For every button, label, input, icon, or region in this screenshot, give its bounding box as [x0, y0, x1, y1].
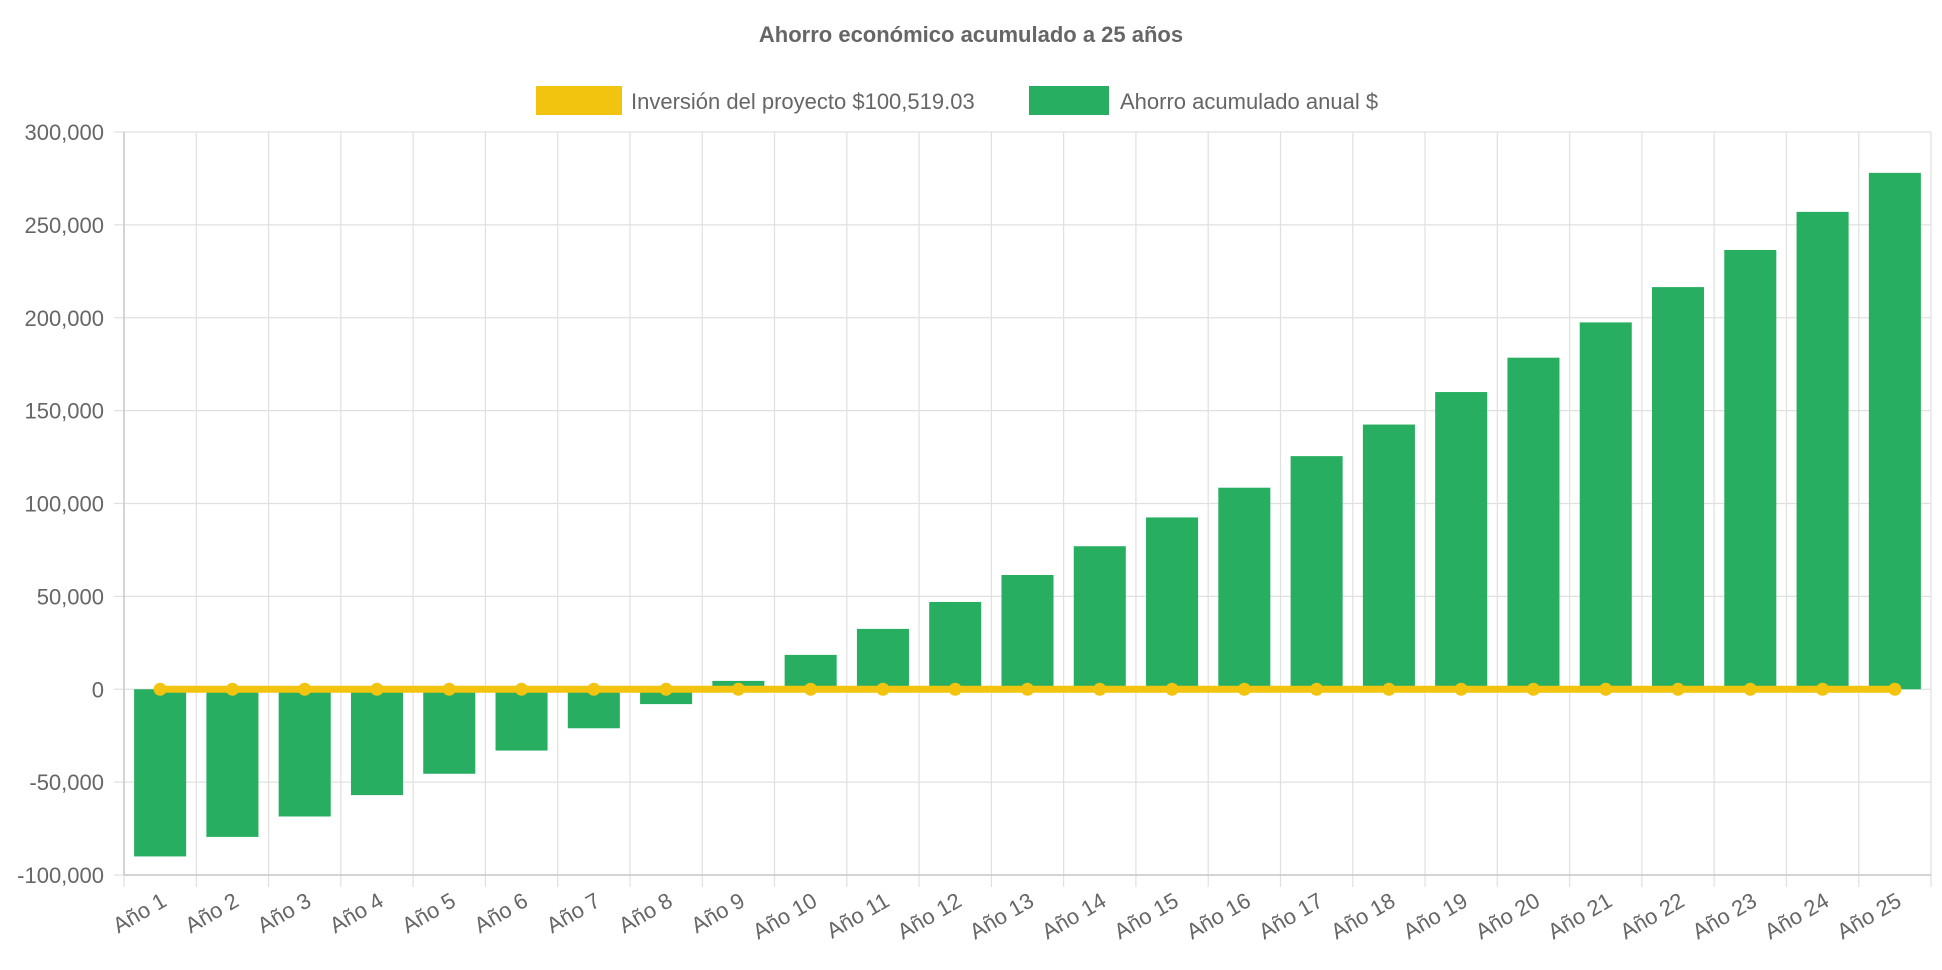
x-tick-label: Año 20 [1471, 888, 1544, 945]
line-point-11[interactable] [876, 682, 890, 696]
legend-label-savings[interactable]: Ahorro acumulado anual $ [1120, 89, 1378, 114]
bar-13[interactable] [1001, 575, 1054, 690]
bar-20[interactable] [1507, 357, 1560, 690]
bar-16[interactable] [1218, 487, 1271, 690]
bar-19[interactable] [1435, 392, 1488, 690]
bar-17[interactable] [1290, 456, 1343, 690]
x-tick-label: Año 18 [1327, 888, 1400, 945]
line-point-23[interactable] [1743, 682, 1757, 696]
x-tick-label: Año 4 [325, 888, 387, 938]
bar-3[interactable] [278, 689, 331, 817]
y-tick-label: 300,000 [24, 120, 104, 145]
x-tick-label: Año 21 [1543, 888, 1616, 945]
x-tick-label: Año 19 [1399, 888, 1472, 945]
x-tick-label: Año 2 [181, 888, 243, 938]
line-point-18[interactable] [1382, 682, 1396, 696]
line-point-14[interactable] [1093, 682, 1107, 696]
y-tick-label: 50,000 [37, 584, 104, 609]
legend-swatch-investment[interactable] [536, 86, 622, 115]
legend: Inversión del proyecto $100,519.03 Ahorr… [536, 86, 1378, 115]
x-tick-label: Año 17 [1254, 888, 1327, 945]
bar-6[interactable] [495, 689, 548, 751]
bar-1[interactable] [134, 689, 187, 857]
y-tick-label: 150,000 [24, 399, 104, 424]
line-point-21[interactable] [1599, 682, 1613, 696]
x-tick-label: Año 22 [1616, 888, 1689, 945]
x-axis: Año 1 Año 2 Año 3 Año 4 Año 5 Año 6 Año 7 Año 8… [108, 874, 1931, 945]
x-tick-label: Año 13 [965, 888, 1038, 945]
line-point-22[interactable] [1671, 682, 1685, 696]
line-point-1[interactable] [153, 682, 167, 696]
line-point-16[interactable] [1237, 682, 1251, 696]
x-tick-label: Año 9 [687, 888, 749, 938]
line-point-17[interactable] [1310, 682, 1324, 696]
x-tick-label: Año 11 [822, 888, 893, 944]
bar-14[interactable] [1073, 546, 1126, 690]
line-point-2[interactable] [225, 682, 239, 696]
line-point-12[interactable] [948, 682, 962, 696]
line-series [153, 682, 1902, 696]
bar-5[interactable] [423, 689, 476, 774]
line-point-10[interactable] [804, 682, 818, 696]
line-point-20[interactable] [1526, 682, 1540, 696]
x-tick-label: Año 23 [1688, 888, 1761, 945]
chart-title: Ahorro económico acumulado a 25 años [759, 22, 1183, 47]
bar-11[interactable] [856, 628, 909, 690]
y-tick-label: 200,000 [24, 306, 104, 331]
bar-2[interactable] [206, 689, 259, 837]
line-point-24[interactable] [1816, 682, 1830, 696]
y-tick-label: 250,000 [24, 213, 104, 238]
y-tick-label: -50,000 [29, 770, 104, 795]
line-point-7[interactable] [587, 682, 601, 696]
line-point-4[interactable] [370, 682, 384, 696]
bar-23[interactable] [1724, 249, 1777, 690]
bar-15[interactable] [1146, 517, 1199, 690]
line-point-6[interactable] [515, 682, 529, 696]
bar-18[interactable] [1362, 424, 1415, 690]
x-tick-label: Año 7 [542, 888, 604, 938]
x-tick-label: Año 15 [1110, 888, 1183, 945]
line-point-25[interactable] [1888, 682, 1902, 696]
bar-4[interactable] [350, 689, 404, 796]
x-tick-label: Año 3 [253, 888, 315, 938]
bar-8[interactable] [640, 689, 693, 705]
line-point-15[interactable] [1165, 682, 1179, 696]
x-tick-label: Año 25 [1832, 888, 1905, 945]
x-tick-label: Año 6 [470, 888, 532, 938]
y-tick-label: 100,000 [24, 492, 104, 517]
y-tick-label: -100,000 [17, 863, 104, 888]
x-tick-label: Año 10 [748, 888, 821, 945]
x-tick-label: Año 16 [1182, 888, 1255, 945]
line-point-13[interactable] [1021, 682, 1034, 696]
line-point-8[interactable] [659, 682, 673, 696]
x-tick-label: Año 24 [1760, 888, 1833, 945]
x-tick-label: Año 14 [1037, 888, 1110, 945]
bar-22[interactable] [1651, 287, 1705, 690]
bar-21[interactable] [1579, 322, 1632, 690]
x-tick-label: Año 12 [893, 888, 966, 945]
x-tick-label: Año 5 [397, 888, 459, 938]
line-point-5[interactable] [442, 682, 456, 696]
bar-12[interactable] [929, 601, 982, 690]
y-axis: 300,000 250,000 200,000 150,000 100,000 50,00… [17, 120, 125, 888]
bar-series [134, 172, 1921, 857]
x-tick-label: Año 8 [614, 888, 676, 938]
grid [114, 131, 1932, 887]
line-point-9[interactable] [731, 682, 745, 696]
legend-label-investment[interactable]: Inversión del proyecto $100,519.03 [631, 89, 975, 114]
line-point-3[interactable] [298, 682, 312, 696]
bar-7[interactable] [567, 689, 620, 729]
bar-24[interactable] [1796, 211, 1849, 690]
legend-swatch-savings[interactable] [1029, 86, 1109, 115]
y-tick-label: 0 [92, 677, 104, 702]
line-point-19[interactable] [1454, 682, 1468, 696]
x-tick-label: Año 1 [108, 888, 170, 938]
bar-25[interactable] [1868, 172, 1921, 690]
